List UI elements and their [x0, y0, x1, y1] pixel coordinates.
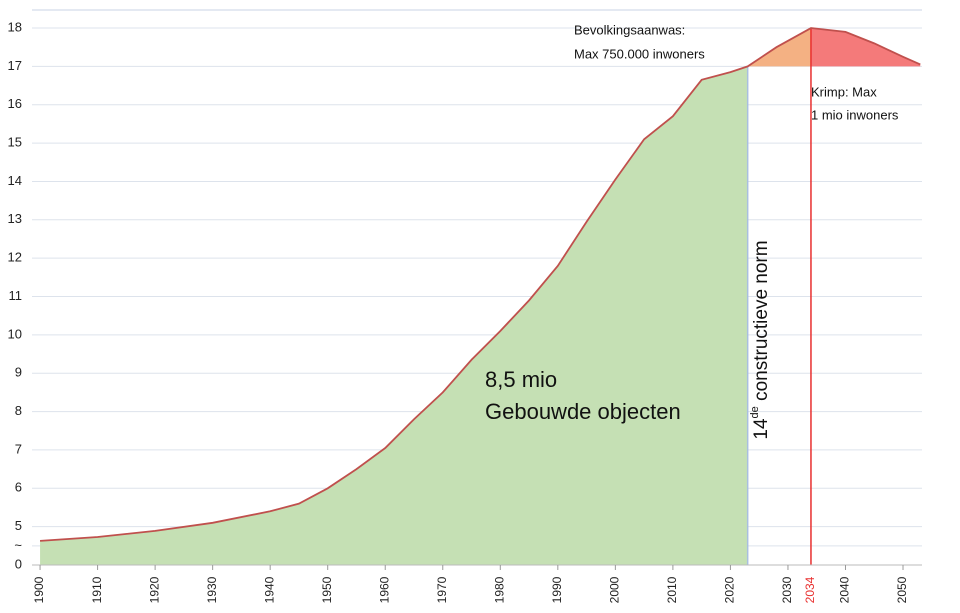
- y-tick-label: 14: [8, 173, 22, 188]
- y-tick-label: 10: [8, 326, 22, 341]
- annotation-part: de: [749, 406, 761, 418]
- x-tick-label: 1960: [377, 576, 391, 603]
- x-tick-label: 2010: [665, 576, 679, 603]
- x-tick-label: 1930: [205, 576, 219, 603]
- area-fill: [40, 66, 748, 565]
- x-tick-label: 1950: [320, 576, 334, 603]
- x-tick-label: 2000: [608, 576, 622, 603]
- y-tick-label: ~: [14, 537, 22, 552]
- y-tick-label: 11: [9, 288, 23, 303]
- x-tick-label: 1970: [435, 576, 449, 603]
- y-tick-label: 0: [15, 556, 22, 571]
- x-tick-label: 2020: [723, 576, 737, 603]
- x-tick-label: 1940: [262, 576, 276, 603]
- highlight-label: 2034: [803, 576, 817, 603]
- annotation-part: constructieve norm: [751, 240, 772, 406]
- annotation: Krimp: Max: [811, 84, 877, 99]
- x-tick-label: 2050: [895, 576, 909, 603]
- annotation: 8,5 mio: [485, 367, 557, 392]
- x-tick-label: 1920: [147, 576, 161, 603]
- x-tick-label: 1980: [492, 576, 506, 603]
- annotation: Gebouwde objecten: [485, 399, 681, 424]
- shrink-fill: [810, 28, 921, 67]
- y-tick-label: 17: [8, 58, 22, 73]
- annotation-part: 14: [751, 418, 772, 440]
- y-tick-label: 7: [15, 441, 22, 456]
- y-tick-label: 13: [8, 211, 22, 226]
- line: [39, 27, 921, 542]
- x-tick-label: 1900: [32, 576, 46, 603]
- y-tick-label: 16: [8, 96, 22, 111]
- annotation: Max 750.000 inwoners: [574, 46, 705, 61]
- annotation: 14de constructieve norm: [749, 240, 772, 439]
- y-tick-label: 9: [15, 365, 22, 380]
- x-tick-label: 2030: [780, 576, 794, 603]
- annotation: Bevolkingsaanwas:: [574, 22, 685, 37]
- y-tick-label: 5: [15, 518, 22, 533]
- plot: 0 ~5 6 7 8 9 10 11 12 13 14 15 16 17 18 1900 1910 1920 193…: [8, 9, 922, 603]
- y-tick-label: 18: [8, 19, 22, 34]
- x-tick-label: 1990: [550, 576, 564, 603]
- y-tick-label: 8: [15, 403, 22, 418]
- x-tick-label: 1910: [90, 576, 104, 603]
- x-tick-label: 2040: [838, 576, 852, 603]
- annotation: 1 mio inwoners: [811, 107, 899, 122]
- y-tick-label: 15: [8, 135, 22, 150]
- y-tick-label: 6: [15, 480, 22, 495]
- y-tick-label: 12: [8, 250, 22, 265]
